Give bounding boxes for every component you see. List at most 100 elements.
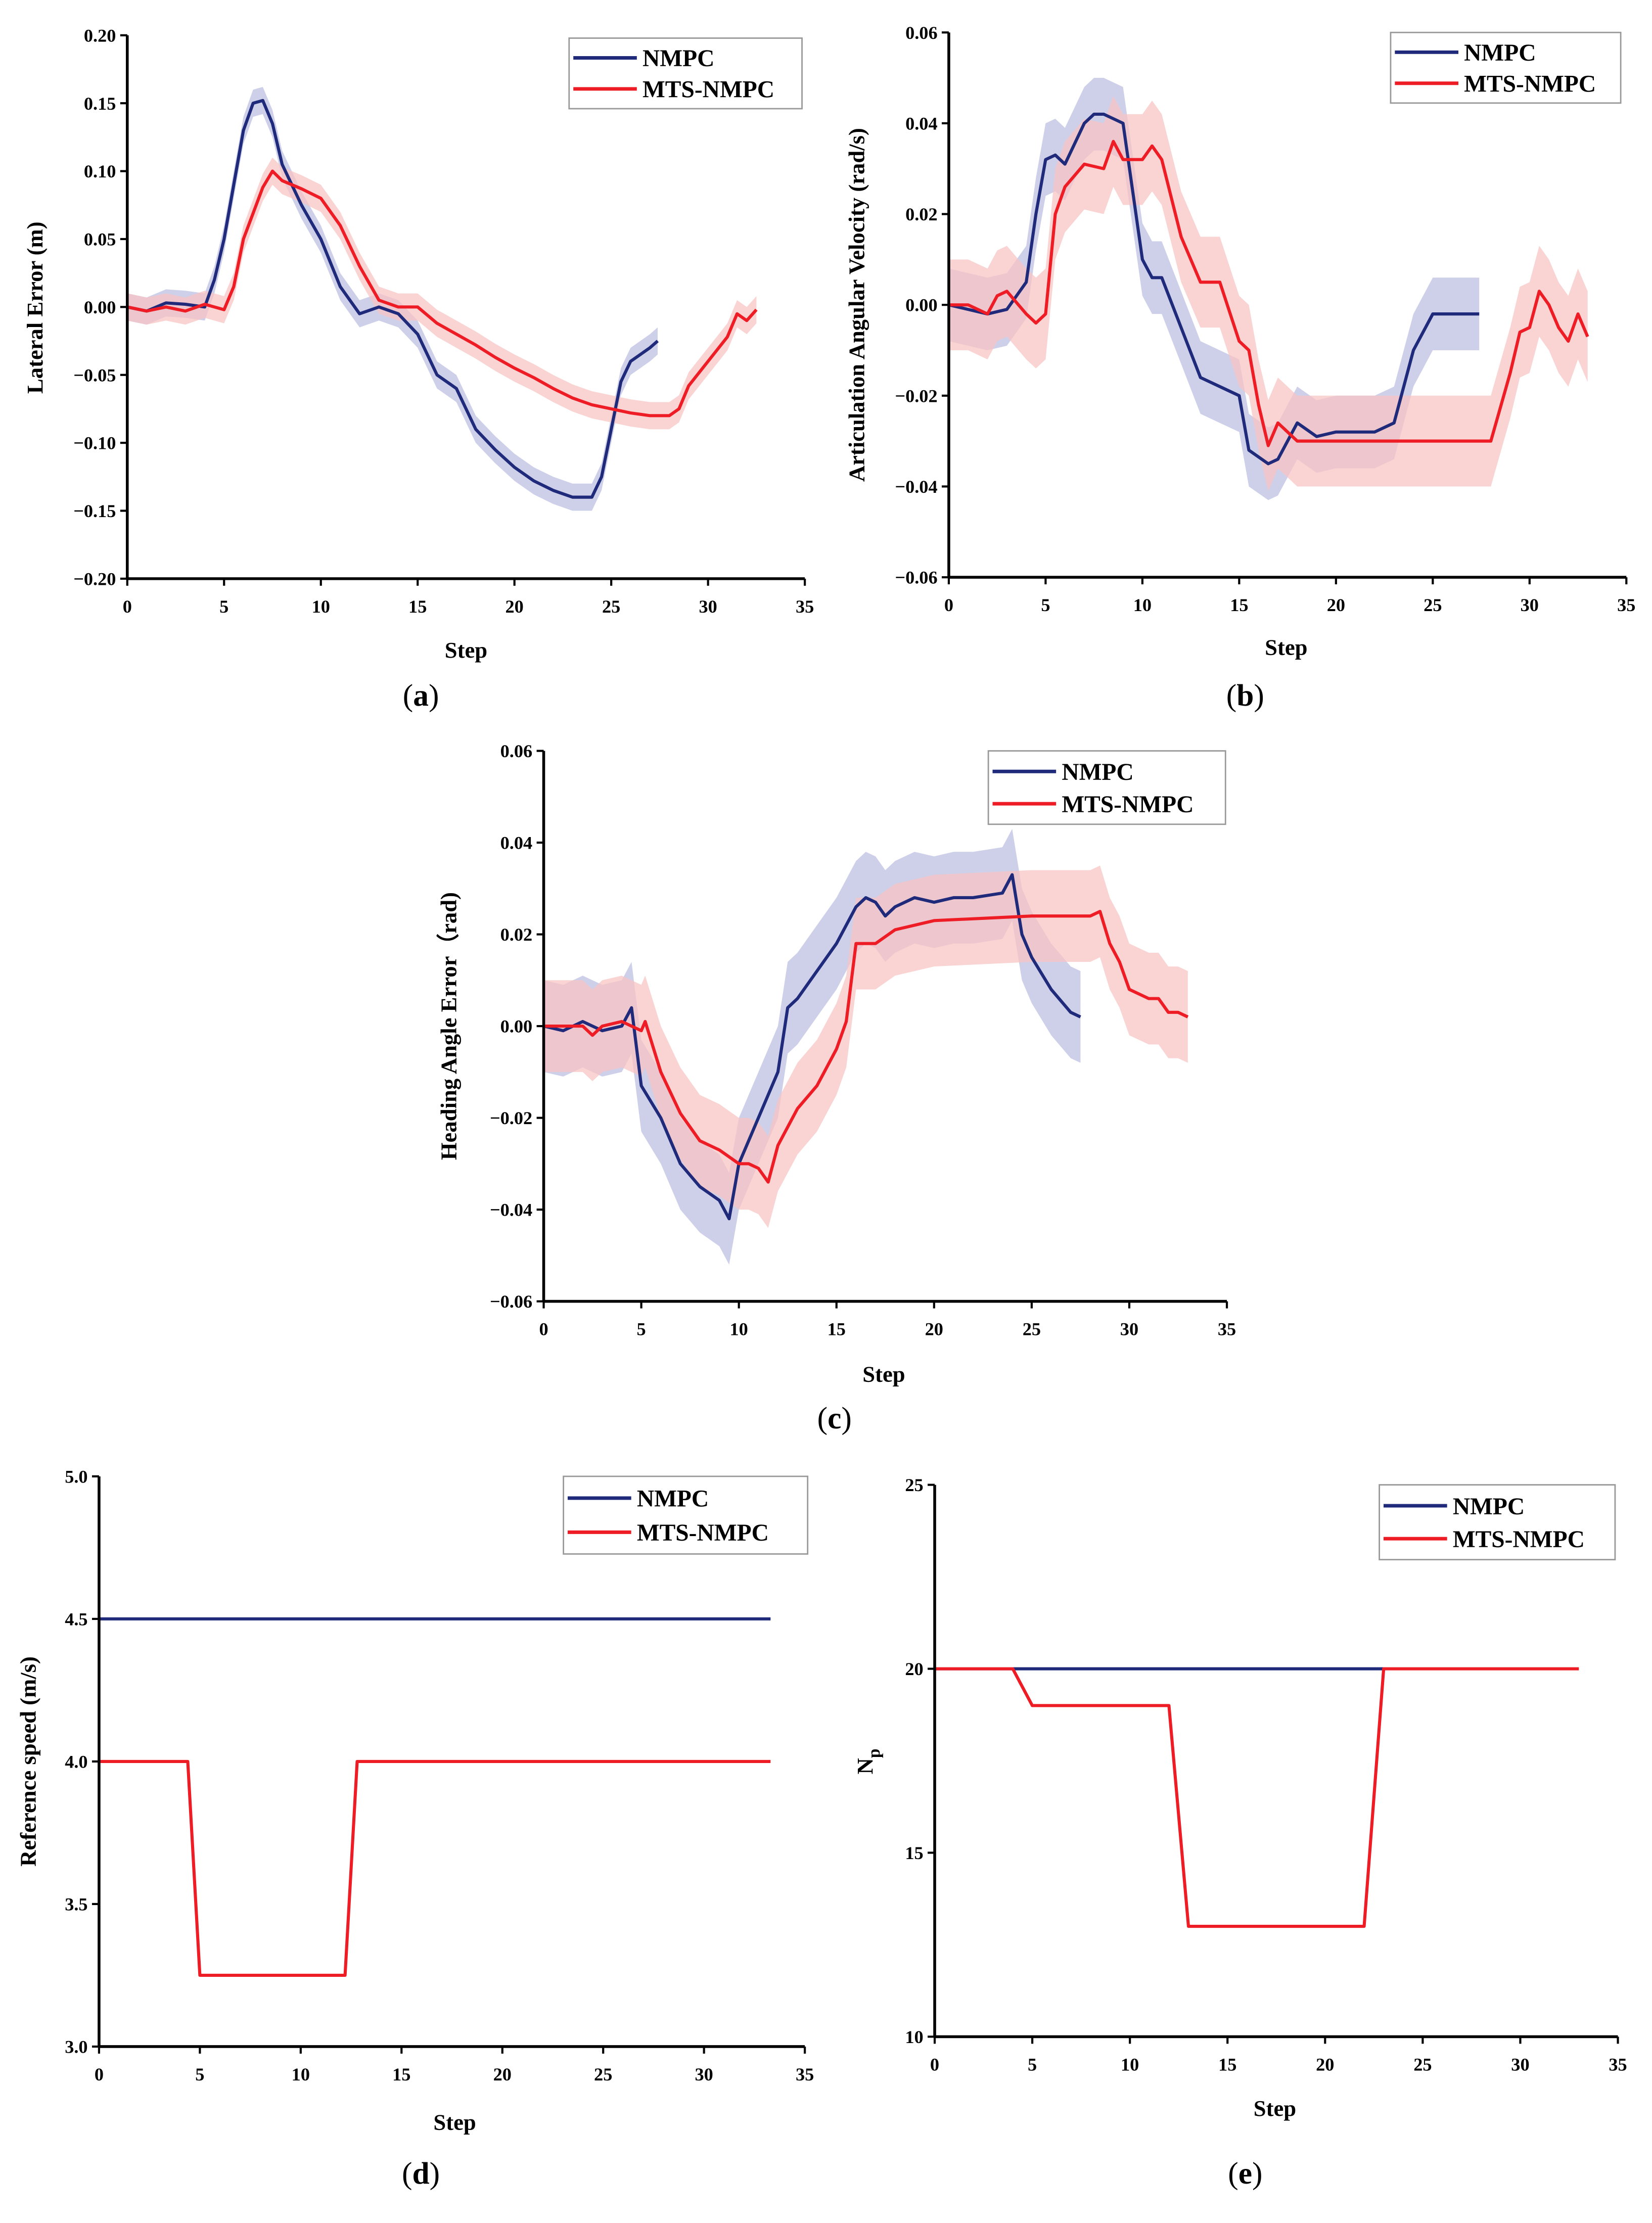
legend: NMPC MTS-NMPC <box>568 37 803 110</box>
y-tick-label: 0.06 <box>500 741 533 761</box>
x-tick-label: 15 <box>1218 2054 1236 2074</box>
x-tick-label: 5 <box>1041 595 1050 615</box>
series-line-mts-nmpc <box>99 1759 771 1977</box>
x-tick-label: 10 <box>1121 2054 1139 2074</box>
x-tick-label: 30 <box>1521 595 1539 615</box>
series-line-nmpc <box>127 99 659 499</box>
legend-label: NMPC <box>1453 1494 1525 1520</box>
legend: NMPC MTS-NMPC <box>563 1475 809 1555</box>
x-tick-label: 20 <box>925 1319 943 1339</box>
x-tick-label: 5 <box>219 596 228 617</box>
x-tick-label: 10 <box>730 1319 748 1339</box>
y-tick-label: 0.06 <box>905 23 938 43</box>
x-tick-label: 35 <box>796 2064 814 2085</box>
legend: NMPC MTS-NMPC <box>987 750 1226 825</box>
y-tick-label: 15 <box>905 1843 923 1863</box>
x-tick-label: 10 <box>292 2064 310 2085</box>
y-tick-label: 3.5 <box>65 1894 87 1914</box>
x-tick-label: 10 <box>1133 595 1152 615</box>
legend-label: NMPC <box>637 1486 709 1512</box>
y-tick-label: −0.15 <box>73 501 116 521</box>
x-tick-label: 15 <box>828 1319 846 1339</box>
legend: NMPC MTS-NMPC <box>1379 1484 1616 1560</box>
y-tick-label: −0.02 <box>895 386 937 406</box>
legend-box <box>1379 1484 1616 1560</box>
x-axis-label: Step <box>1265 635 1307 660</box>
legend-label: MTS-NMPC <box>637 1520 769 1546</box>
series-line-nmpc <box>543 873 1081 1221</box>
legend-label: MTS-NMPC <box>643 77 774 103</box>
x-axis-label: Step <box>1254 2096 1296 2121</box>
y-axis-label: Heading Angle Error（rad) <box>436 892 461 1160</box>
x-tick-label: 0 <box>944 595 953 615</box>
x-axis-label: Step <box>862 1362 905 1387</box>
x-tick-label: 35 <box>1609 2054 1627 2074</box>
x-tick-label: 35 <box>1218 1319 1236 1339</box>
y-tick-label: 0.00 <box>84 297 116 317</box>
x-axis-label: Step <box>433 2110 476 2135</box>
x-tick-label: 35 <box>796 596 814 617</box>
x-tick-label: 30 <box>1511 2054 1529 2074</box>
y-tick-label: 0.15 <box>84 94 116 114</box>
x-tick-label: 30 <box>699 596 717 617</box>
x-tick-label: 25 <box>1424 595 1442 615</box>
legend-label: MTS-NMPC <box>1464 71 1596 98</box>
x-tick-label: 25 <box>1023 1319 1041 1339</box>
legend: NMPC MTS-NMPC <box>1390 31 1622 104</box>
series-line-mts-nmpc <box>935 1667 1579 1928</box>
panel-caption: (e) <box>1228 2156 1262 2191</box>
chart-a: 0 5 10 15 20 25 30 35 0.20 0.15 0.10 0.05 0.00 −0.05 −… <box>22 25 814 713</box>
chart-c: 0 5 10 15 20 25 30 35 0.06 0.04 0.02 0.00 −0.02 −0.04… <box>436 741 1236 1435</box>
y-axis-label: Np <box>852 1748 884 1774</box>
series-line-mts-nmpc <box>543 910 1189 1184</box>
confidence-band-nmpc <box>948 78 1480 500</box>
x-tick-label: 30 <box>1120 1319 1138 1339</box>
x-tick-label: 35 <box>1617 595 1635 615</box>
y-tick-label: −0.06 <box>490 1291 532 1312</box>
panel-letter: c <box>828 1401 841 1435</box>
x-tick-label: 0 <box>95 2064 104 2085</box>
x-tick-label: 20 <box>506 596 524 617</box>
x-tick-label: 5 <box>637 1319 646 1339</box>
x-tick-label: 0 <box>123 596 132 617</box>
y-tick-label: 0.05 <box>84 229 116 250</box>
y-tick-label: −0.05 <box>73 365 116 385</box>
x-tick-label: 25 <box>1413 2054 1432 2074</box>
y-tick-label: −0.04 <box>490 1200 532 1220</box>
panel-letter: a <box>413 678 429 713</box>
y-tick-label: 0.10 <box>84 161 116 181</box>
panel-caption: (b) <box>1226 678 1264 713</box>
panel-letter: b <box>1236 678 1254 713</box>
y-tick-label: 4.5 <box>65 1609 87 1629</box>
panel-letter: e <box>1238 2156 1252 2191</box>
legend-label: MTS-NMPC <box>1062 792 1194 818</box>
y-tick-label: 4.0 <box>65 1751 87 1772</box>
x-tick-label: 0 <box>930 2054 939 2074</box>
y-tick-label: −0.10 <box>73 433 116 453</box>
legend-label: NMPC <box>1062 759 1133 785</box>
series-line-mts-nmpc <box>127 169 758 418</box>
y-tick-label: 0.04 <box>500 833 533 853</box>
x-tick-label: 0 <box>539 1319 548 1339</box>
x-tick-label: 5 <box>195 2064 204 2085</box>
y-tick-label: −0.04 <box>895 477 937 497</box>
chart-b: 0 5 10 15 20 25 30 35 0.06 0.04 0.02 0.00 −0.02 −0.04… <box>844 23 1635 713</box>
legend-label: MTS-NMPC <box>1453 1526 1585 1553</box>
y-tick-label: 0.02 <box>905 204 938 224</box>
x-tick-label: 5 <box>1028 2054 1037 2074</box>
x-tick-label: 25 <box>594 2064 612 2085</box>
chart-d: 0 5 10 15 20 25 30 35 5.0 4.5 4.0 3.5 3.0 Step Referen… <box>15 1466 814 2190</box>
legend-label: NMPC <box>643 45 714 72</box>
y-axis-label-subscript: p <box>865 1748 884 1758</box>
x-tick-label: 15 <box>1230 595 1248 615</box>
y-tick-label: 0.20 <box>84 25 116 45</box>
y-tick-label: −0.06 <box>895 568 937 588</box>
x-tick-label: 20 <box>493 2064 512 2085</box>
panel-caption: (d) <box>402 2156 440 2191</box>
x-tick-label: 20 <box>1327 595 1345 615</box>
x-tick-label: 20 <box>1316 2054 1334 2074</box>
y-tick-label: 0.02 <box>500 924 533 945</box>
legend-box <box>987 750 1226 825</box>
chart-e: 0 5 10 15 20 25 30 35 25 20 15 10 Step Np NMPC MTS-NMPC… <box>852 1475 1627 2191</box>
